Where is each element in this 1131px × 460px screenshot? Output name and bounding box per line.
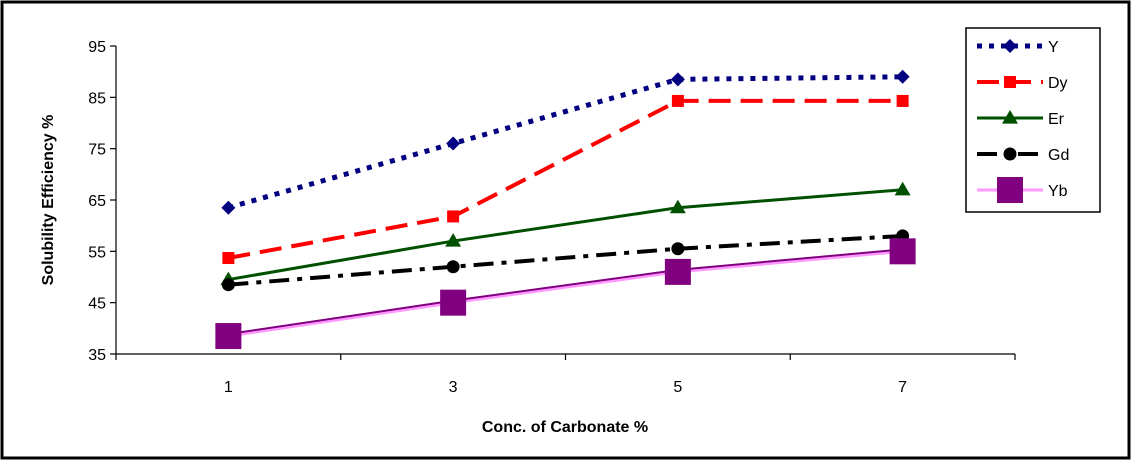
y-tick-label: 95 — [88, 39, 106, 56]
legend-label: Dy — [1048, 75, 1068, 92]
legend-label: Yb — [1048, 183, 1068, 200]
series-yb — [215, 238, 916, 350]
x-tick-label: 1 — [224, 379, 233, 396]
legend-label: Er — [1048, 111, 1065, 128]
data-point — [889, 238, 916, 265]
series-line-highlight — [228, 249, 903, 338]
data-point — [446, 136, 461, 151]
series-dy — [222, 94, 909, 265]
legend-label: Gd — [1048, 147, 1069, 164]
legend-item-er: Er — [977, 110, 1065, 128]
data-point — [671, 242, 685, 256]
x-tick-label: 5 — [673, 379, 682, 396]
series-line — [228, 248, 903, 336]
x-tick-label: 3 — [449, 379, 458, 396]
data-point — [894, 181, 911, 196]
data-point — [222, 252, 235, 265]
legend-box — [965, 27, 1101, 213]
legend-item-y: Y — [977, 39, 1059, 56]
data-point — [221, 200, 236, 215]
data-point — [670, 72, 685, 87]
legend: Y Dy Er Gd Yb — [965, 27, 1101, 213]
series-gd — [221, 229, 910, 292]
y-tick-label: 45 — [88, 296, 106, 313]
y-tick-label: 75 — [88, 142, 106, 159]
data-point — [671, 94, 684, 107]
legend-label: Y — [1048, 39, 1059, 56]
series-line — [228, 188, 903, 282]
data-point — [447, 210, 460, 223]
legend-marker — [1004, 76, 1016, 88]
legend-item-dy: Dy — [977, 75, 1068, 92]
data-point — [440, 289, 467, 316]
series-y — [221, 69, 910, 215]
data-point — [221, 278, 235, 292]
series-line — [228, 233, 903, 287]
data-point — [896, 94, 909, 107]
legend-item-yb: Yb — [977, 177, 1068, 203]
data-point — [445, 233, 462, 247]
y-tick-label: 85 — [88, 90, 106, 107]
data-point — [669, 199, 686, 214]
y-axis-title: Solubility Efficiency % — [40, 115, 57, 286]
x-axis-title: Conc. of Carbonate % — [482, 419, 648, 436]
y-tick-label: 35 — [88, 347, 106, 364]
series-line — [227, 74, 903, 211]
legend-marker — [1003, 147, 1017, 161]
data-point — [895, 69, 910, 84]
legend-marker — [997, 177, 1023, 203]
data-point — [446, 260, 460, 274]
y-tick-label: 65 — [88, 193, 106, 210]
series-layer — [215, 69, 916, 350]
legend-marker — [1003, 39, 1017, 53]
x-tick-label: 7 — [898, 379, 907, 396]
data-point — [664, 258, 691, 285]
legend-marker — [1002, 110, 1018, 124]
data-point — [215, 323, 242, 350]
legend-item-gd: Gd — [977, 147, 1069, 164]
y-tick-label: 55 — [88, 244, 106, 261]
series-line — [228, 98, 903, 260]
